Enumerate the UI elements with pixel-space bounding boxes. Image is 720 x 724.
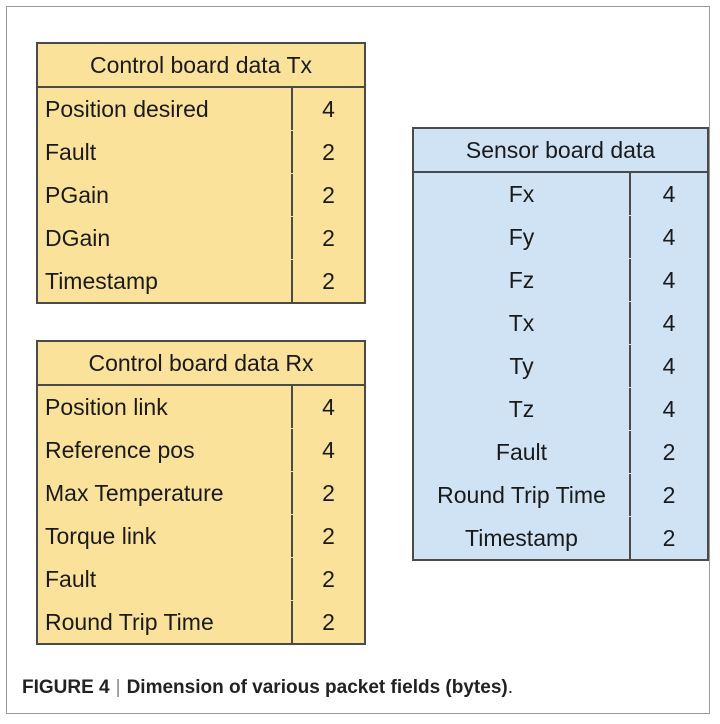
control-board-rx-table: Control board data Rx Position link 4 Refe… [36, 340, 366, 645]
table-row: Fx 4 [414, 173, 707, 215]
field-name: Tx [414, 302, 631, 344]
field-bytes: 4 [662, 352, 676, 379]
field-bytes: 4 [322, 436, 335, 463]
table-row: Fy 4 [414, 215, 707, 258]
table-row: Round Trip Time 2 [414, 473, 707, 516]
table-row: Ty 4 [414, 344, 707, 387]
field-bytes: 4 [662, 309, 676, 336]
field-bytes: 4 [662, 223, 676, 250]
field-bytes: 2 [662, 481, 676, 508]
table-row: Max Temperature 2 [38, 471, 364, 514]
field-bytes: 4 [662, 180, 676, 207]
table-row: Position link 4 [38, 386, 364, 428]
table-row: PGain 2 [38, 173, 364, 216]
field-name: Fz [414, 259, 631, 301]
table-row: Fz 4 [414, 258, 707, 301]
field-bytes: 4 [322, 393, 335, 420]
field-name: Ty [414, 345, 631, 387]
field-bytes: 2 [322, 224, 335, 251]
field-name: Torque link [38, 515, 293, 557]
figure-caption: FIGURE 4 | Dimension of various packet fie… [22, 677, 513, 699]
figure-label: FIGURE 4 [22, 677, 110, 698]
field-name: DGain [38, 217, 293, 259]
figure-frame: Control board data Tx Position desired 4 F… [6, 6, 710, 714]
table-row: Tx 4 [414, 301, 707, 344]
field-bytes: 2 [322, 522, 335, 549]
table-row: Timestamp 2 [38, 259, 364, 302]
table-row: Torque link 2 [38, 514, 364, 557]
field-bytes: 2 [322, 565, 335, 592]
table-header: Control board data Rx [38, 342, 364, 386]
table-row: Round Trip Time 2 [38, 600, 364, 643]
field-name: Position link [38, 386, 293, 428]
field-name: Fault [414, 431, 631, 473]
table-row: Fault 2 [414, 430, 707, 473]
field-name: Reference pos [38, 429, 293, 471]
field-name: Max Temperature [38, 472, 293, 514]
table-row: DGain 2 [38, 216, 364, 259]
field-bytes: 2 [662, 524, 676, 551]
field-bytes: 2 [322, 138, 335, 165]
field-bytes: 4 [662, 395, 676, 422]
sensor-board-table: Sensor board data Fx 4 Fy 4 Fz 4 Tx 4 Ty 4 Tz 4 Faul… [412, 127, 709, 561]
caption-separator: | [115, 677, 121, 698]
field-name: Timestamp [38, 260, 293, 302]
field-name: Timestamp [414, 517, 631, 559]
field-name: Fault [38, 558, 293, 600]
table-row: Tz 4 [414, 387, 707, 430]
field-name: Fx [414, 173, 631, 215]
table-row: Fault 2 [38, 557, 364, 600]
field-name: Fy [414, 216, 631, 258]
field-bytes: 2 [662, 438, 676, 465]
table-row: Reference pos 4 [38, 428, 364, 471]
table-row: Timestamp 2 [414, 516, 707, 559]
field-bytes: 2 [322, 181, 335, 208]
field-name: Round Trip Time [38, 601, 293, 643]
field-bytes: 2 [322, 267, 335, 294]
field-name: Round Trip Time [414, 474, 631, 516]
field-bytes: 2 [322, 608, 335, 635]
caption-text: Dimension of various packet fields (byte… [126, 677, 508, 698]
table-row: Position desired 4 [38, 88, 364, 130]
field-name: Position desired [38, 88, 293, 130]
field-name: Tz [414, 388, 631, 430]
field-bytes: 4 [662, 266, 676, 293]
control-board-tx-table: Control board data Tx Position desired 4 F… [36, 42, 366, 304]
field-name: PGain [38, 174, 293, 216]
field-bytes: 4 [322, 95, 335, 122]
caption-period: . [507, 677, 513, 698]
field-name: Fault [38, 131, 293, 173]
table-header: Control board data Tx [38, 44, 364, 88]
table-header: Sensor board data [414, 129, 707, 173]
table-row: Fault 2 [38, 130, 364, 173]
field-bytes: 2 [322, 479, 335, 506]
